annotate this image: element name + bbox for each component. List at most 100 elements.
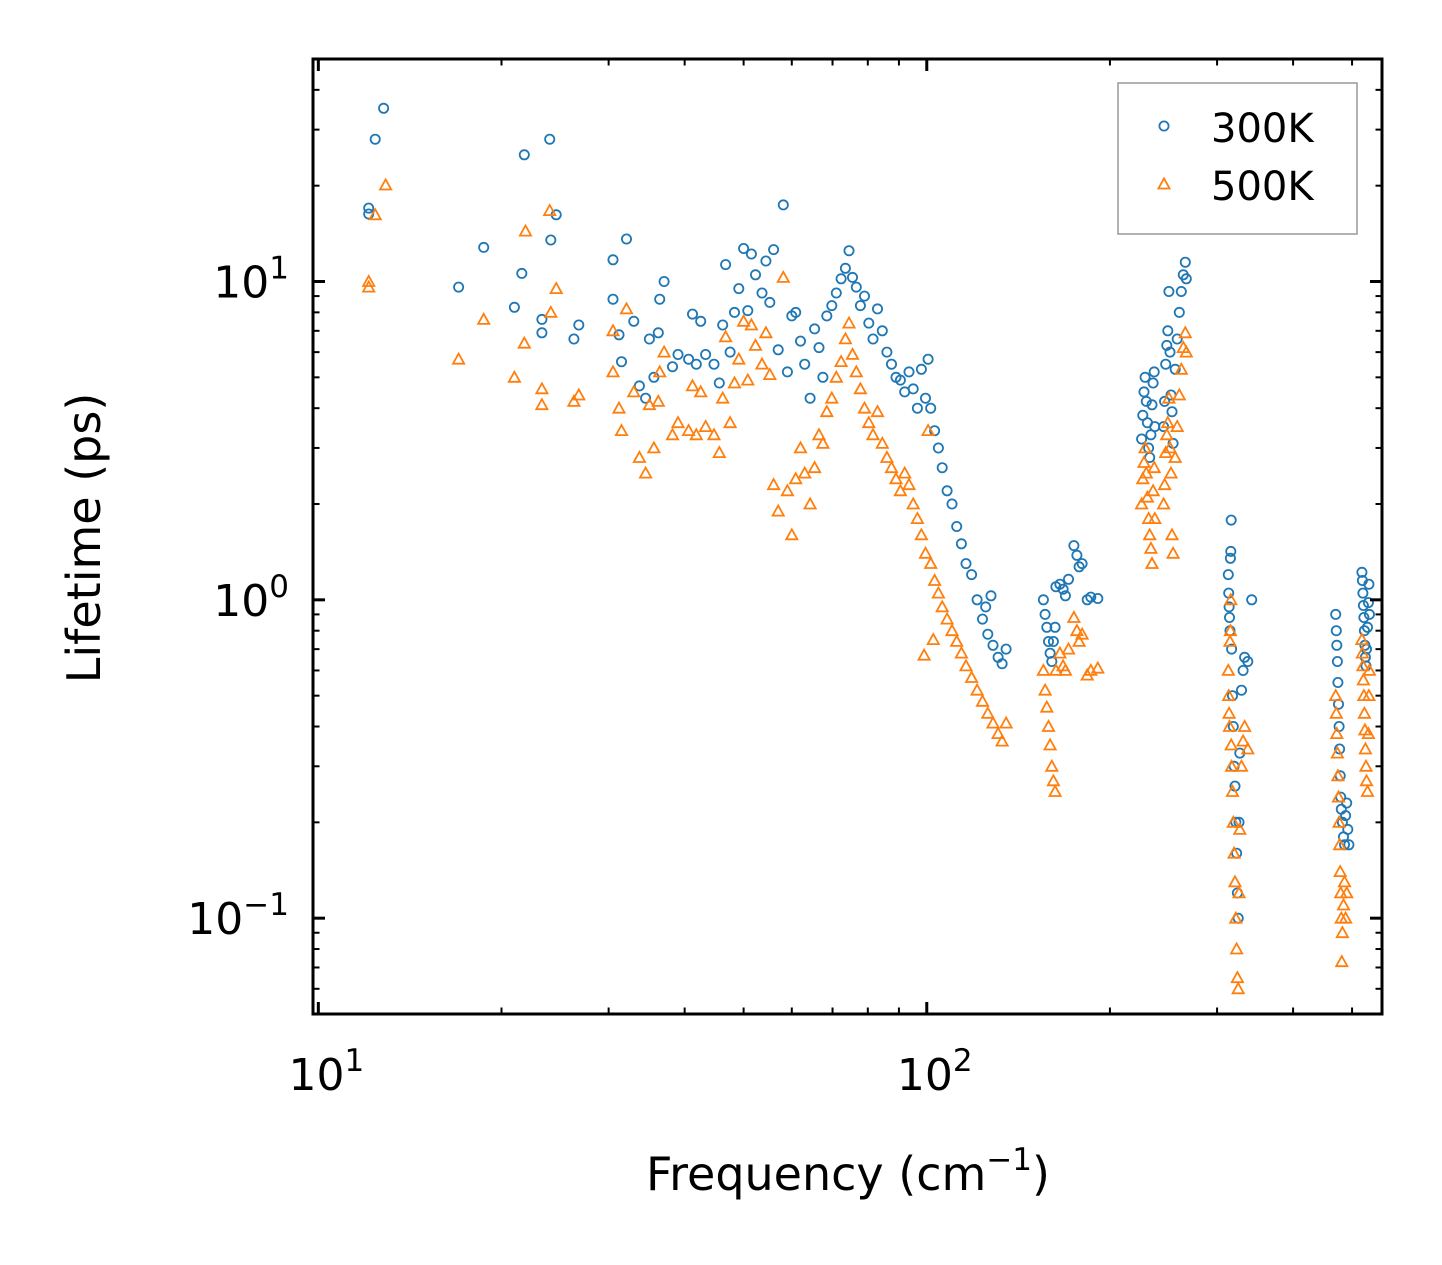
data-point-500K [727,375,742,389]
data-point-300K [894,374,906,386]
data-point-500K [1160,415,1175,429]
data-point-500K [994,733,1010,747]
data-point-500K [665,427,680,441]
data-point-500K [1042,737,1058,751]
data-point-300K [717,319,729,331]
data-point-500K [1066,610,1082,623]
data-point-500K [605,323,621,337]
data-point-500K [1223,592,1238,606]
data-point-300K [643,333,655,345]
data-point-300K [453,281,465,293]
data-point-500K [1144,556,1160,569]
data-point-500K [954,645,969,659]
data-point-500K [1037,682,1053,696]
data-point-500K [1226,845,1242,859]
data-point-500K [939,611,955,625]
data-point-300K [872,303,884,315]
data-point-300K [982,628,994,640]
data-point-300K [920,392,932,404]
data-point-500K [715,390,730,404]
data-point-500K [1224,737,1239,751]
data-point-300K [1136,433,1148,445]
data-point-500K [975,693,990,707]
data-point-500K [722,415,738,429]
data-point-500K [1071,634,1087,647]
data-point-500K [507,369,522,383]
data-point-300K [363,202,375,214]
data-point-300K [1331,656,1343,668]
legend-entries: 300K 500K [1156,106,1315,210]
data-point-300K [966,569,978,581]
data-point-300K [1057,583,1069,595]
legend-label-500K: 500K [1211,164,1315,210]
data-point-300K [738,242,750,254]
data-point-300K [652,327,664,339]
data-point-500K [361,274,376,287]
data-point-500K [793,440,808,454]
data-point-500K [1336,897,1351,911]
data-point-300K [1180,273,1192,285]
data-point-300K [1237,665,1249,677]
data-point-300K [1223,601,1235,613]
data-point-500K [542,203,557,217]
data-point-500K [681,423,696,437]
data-point-500K [1334,954,1349,968]
data-point-500K [1046,773,1061,787]
data-point-500K [819,404,834,418]
data-point-300K [1140,395,1152,407]
data-point-500K [926,632,941,645]
data-point-300K [809,323,821,335]
data-point-300K [1226,643,1238,655]
data-point-500K [811,427,827,441]
data-point-500K [1359,773,1374,787]
data-point-500K [1069,623,1085,637]
data-point-300K [830,287,842,299]
data-point-500K [1331,814,1347,828]
data-point-300K [903,366,915,378]
data-point-500K [1044,758,1059,772]
data-point-300K [772,344,784,356]
data-point-300K [1041,621,1053,633]
plot-area-frame [311,57,1384,1016]
data-point-500K [748,337,763,351]
data-point-500K [964,670,979,683]
y-tick-label: 10−1 [187,887,289,945]
data-point-500K [1163,465,1179,479]
data-point-300K [1334,743,1346,755]
data-point-500K [626,384,641,398]
data-point-300K [863,317,875,329]
data-point-500K [646,440,662,454]
data-point-300K [955,538,967,550]
data-point-500K [1240,741,1255,755]
data-point-300K [1073,561,1085,573]
data-point-500K [1221,663,1236,676]
data-point-500K [1328,688,1343,701]
data-point-500K [1360,784,1375,797]
data-point-500K [740,372,755,386]
data-point-500K [969,682,985,696]
data-point-300K [821,310,833,322]
data-point-500K [1036,663,1051,676]
data-point-500K [1338,910,1353,924]
data-point-500K [1161,390,1177,404]
axis-ticks-layer [313,58,1382,1015]
data-point-300K [672,348,684,360]
data-point-500K [1147,460,1162,474]
data-point-500K [744,317,759,331]
data-point-300K [1173,306,1185,318]
data-point-500K [1074,626,1090,640]
data-point-500K [875,435,890,449]
data-point-300K [573,319,585,331]
data-point-500K [824,390,839,404]
data-point-300K [687,308,699,320]
data-point-500K [1339,885,1354,899]
data-point-300K [1356,566,1368,578]
data-point-500K [758,325,774,339]
data-point-300K [544,133,556,145]
data-points-layer [361,102,1377,995]
y-tick-label: 100 [213,569,289,627]
data-point-500K [1159,427,1174,441]
data-point-300K [760,255,772,267]
y-axis-label: Lifetime (ps) [57,393,111,684]
